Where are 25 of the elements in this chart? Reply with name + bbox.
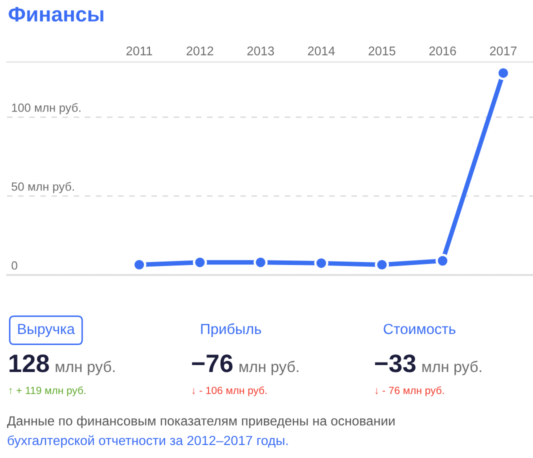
y-tick-label: 100 млн руб. [12,103,80,114]
x-tick-label: 2011 [126,46,152,56]
text: Прибыль [201,323,262,338]
x-tick-label: 2016 [429,46,456,56]
y-tick-label: 50 млн руб. [12,182,74,194]
text: Данные по финансовым показателям приведены на основании [7,416,395,428]
text: млн руб. [240,360,298,376]
chart-title: Финансы [8,6,104,22]
text: Выручка [18,324,75,338]
text: бухгалтерской отчетности за 2012–2017 годы. [8,435,288,448]
text: млн руб. [422,360,482,376]
x-tick-label: 2017 [490,46,517,56]
x-tick-label: 2012 [186,46,214,56]
x-tick-label: 2013 [247,46,274,56]
x-tick-label: 2015 [368,46,396,56]
text: −33 [375,354,416,372]
y-tick-label: 0 [12,261,18,270]
text: 128 [10,354,49,372]
text: млн руб. [56,360,115,376]
text: ↑ + 119 млн руб. [9,386,86,396]
text: −76 [192,354,233,372]
text: ↓ - 106 млн руб. [192,386,267,396]
text: Стоимость [384,324,456,334]
x-tick-label: 2014 [308,46,335,56]
text: ↓ - 76 млн руб. [375,386,444,396]
